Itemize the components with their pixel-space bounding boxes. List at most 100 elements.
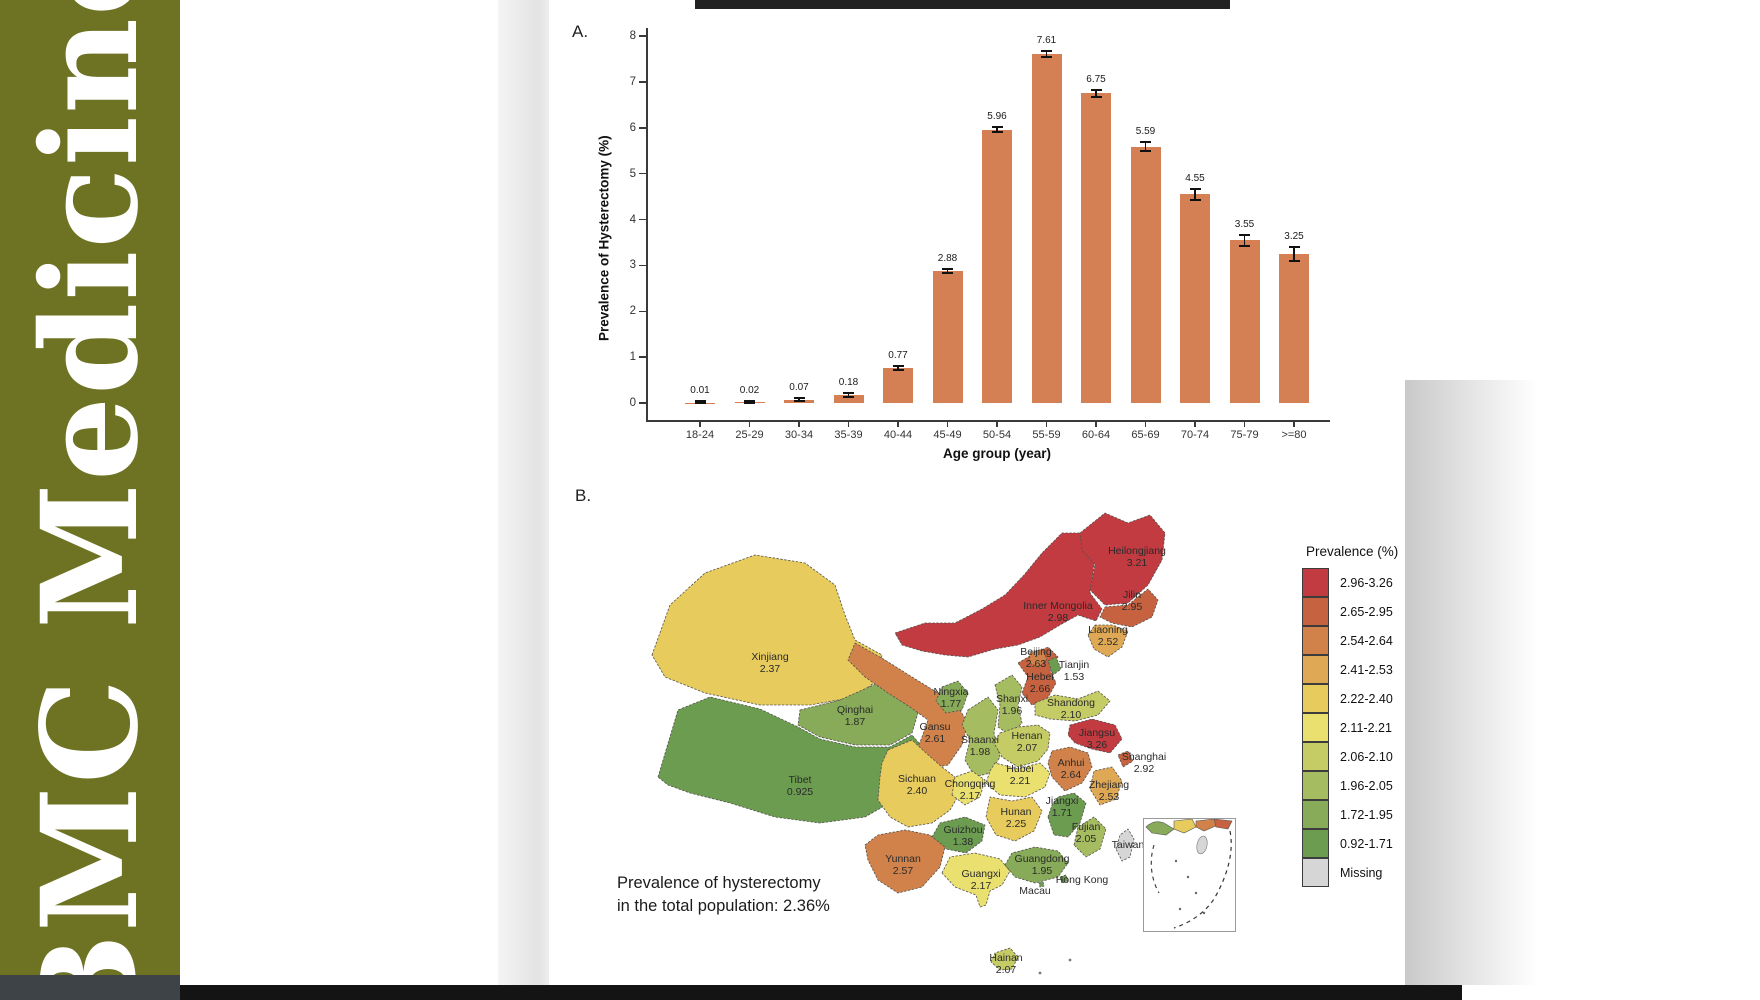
province-label-henan: Henan: [1012, 730, 1043, 742]
province-xinjiang: [651, 554, 883, 706]
province-hebei: [1017, 646, 1059, 706]
x-axis-title: Age group (year): [942, 446, 1051, 461]
province-label-taiwan: Taiwan: [1112, 839, 1145, 851]
legend-bin-label: 2.54-2.64: [1340, 633, 1393, 648]
province-value-hainan: 2.07: [996, 964, 1017, 976]
y-tick-mark: [639, 127, 646, 129]
x-category-label: 65-69: [1131, 429, 1160, 441]
x-category-label: 75-79: [1230, 429, 1259, 441]
province-label-macau: Macau: [1019, 885, 1051, 897]
province-label-guizhou: Guizhou: [943, 824, 982, 836]
x-tick-mark: [1293, 421, 1295, 427]
error-bar-line: [946, 268, 949, 274]
province-value-shanghai: 2.92: [1134, 763, 1155, 775]
error-bar-cap-top: [1239, 233, 1250, 236]
bar: [1229, 240, 1260, 403]
map-caption-line2: in the total population: 2.36%: [617, 897, 830, 915]
province-jiangsu: [1067, 718, 1123, 754]
x-tick-mark: [1095, 421, 1097, 427]
province-label-heilongjiang: Heilongjiang: [1108, 545, 1166, 557]
x-tick-mark: [1243, 421, 1246, 427]
province-liaoning: [1087, 624, 1129, 658]
y-tick-mark: [639, 35, 646, 37]
error-bar-line: [1045, 50, 1048, 58]
legend-bin-label: 2.65-2.95: [1340, 604, 1393, 619]
error-bar-line: [1293, 247, 1295, 261]
province-value-shanxi: 1.96: [1002, 705, 1023, 717]
x-tick-mark: [1144, 421, 1147, 427]
province-label-sichuan: Sichuan: [898, 773, 936, 785]
bar-value-label: 5.96: [987, 110, 1007, 122]
province-label-guangxi: Guangxi: [961, 868, 1000, 880]
province-inner-mongolia: [894, 532, 1103, 658]
province-label-xinjiang: Xinjiang: [751, 651, 789, 663]
error-bar-cap-bottom: [1140, 149, 1151, 152]
province-henan: [993, 724, 1051, 768]
error-bar-cap-bottom: [1239, 244, 1250, 247]
x-tick-mark: [748, 421, 751, 427]
error-bar-cap-bottom: [942, 272, 953, 275]
x-tick-mark: [897, 421, 899, 427]
error-bar-cap-top: [793, 397, 805, 400]
province-value-jiangsu: 3.26: [1087, 739, 1108, 751]
error-bar-cap-top: [843, 391, 854, 394]
x-category-label: 70-74: [1180, 429, 1210, 441]
x-tick-mark: [699, 421, 701, 427]
map-legend: Prevalence (%) 2.96-3.26 2.65-2.95 2.54-2.…: [1302, 544, 1398, 887]
island-dot: [1038, 971, 1042, 975]
province-beijing: [1028, 648, 1048, 668]
legend-swatch: [1302, 567, 1329, 597]
province-value-jilin: 2.95: [1122, 601, 1143, 613]
province-hunan: [985, 796, 1043, 842]
province-value-xinjiang: 2.37: [760, 663, 781, 675]
y-tick-label: 5: [629, 167, 636, 180]
legend-swatch: [1302, 683, 1329, 713]
y-tick-mark: [639, 172, 646, 175]
legend-bin-label: 2.41-2.53: [1340, 662, 1393, 677]
legend-row: 1.96-2.05: [1302, 770, 1398, 800]
bar-value-label: 5.59: [1135, 126, 1156, 138]
error-bar-cap-top: [744, 399, 755, 402]
error-bar-line: [1194, 188, 1196, 200]
province-jiangxi: [1047, 792, 1087, 838]
province-qinghai: [797, 682, 919, 746]
x-category-label: 60-64: [1081, 429, 1111, 441]
province-value-anhui: 2.64: [1061, 769, 1082, 781]
province-ningxia: [935, 680, 969, 714]
error-bar-cap-bottom: [843, 395, 854, 398]
error-bar-cap-bottom: [1288, 259, 1300, 262]
legend-swatch: [1302, 712, 1329, 742]
bar-value-label: 0.77: [888, 349, 908, 361]
error-bar-cap-bottom: [694, 402, 706, 404]
error-bar-cap-top: [1189, 187, 1201, 190]
province-label-jiangxi: Jiangxi: [1046, 795, 1079, 807]
legend-row: 2.11-2.21: [1302, 712, 1398, 742]
province-label-yunnan: Yunnan: [885, 853, 921, 865]
journal-banner: BMC Medicine: [0, 0, 180, 1000]
bar: [1081, 93, 1111, 403]
legend-row: 2.41-2.53: [1302, 654, 1398, 684]
error-bar-cap-top: [942, 267, 953, 270]
error-bar-cap-bottom: [1189, 198, 1201, 201]
panel-b-label: B.: [575, 486, 592, 505]
bar-value-label: 3.25: [1284, 231, 1304, 243]
province-heilongjiang: [1079, 512, 1166, 606]
province-value-henan: 2.07: [1017, 742, 1038, 754]
legend-swatch: [1302, 857, 1329, 887]
province-label-shandong: Shandong: [1047, 697, 1095, 709]
error-bar-line: [798, 398, 800, 402]
legend-swatch: [1302, 799, 1329, 829]
province-label-inner-mongolia: Inner Mongolia: [1023, 600, 1093, 612]
province-label-liaoning: Liaoning: [1088, 624, 1128, 636]
province-label-hainan: Hainan: [989, 952, 1022, 964]
province-guangdong: [1004, 846, 1069, 884]
legend-bin-label: 2.96-3.26: [1340, 575, 1393, 590]
province-hong-kong: [1059, 874, 1069, 884]
error-bar-cap-bottom: [1041, 56, 1052, 59]
province-value-heilongjiang: 3.21: [1127, 557, 1148, 569]
map-caption: Prevalence of hysterectomy in the total …: [617, 872, 830, 918]
province-label-jilin: Jilin: [1123, 589, 1141, 601]
y-tick-label: 7: [629, 75, 636, 88]
error-bar-cap-bottom: [892, 368, 904, 371]
